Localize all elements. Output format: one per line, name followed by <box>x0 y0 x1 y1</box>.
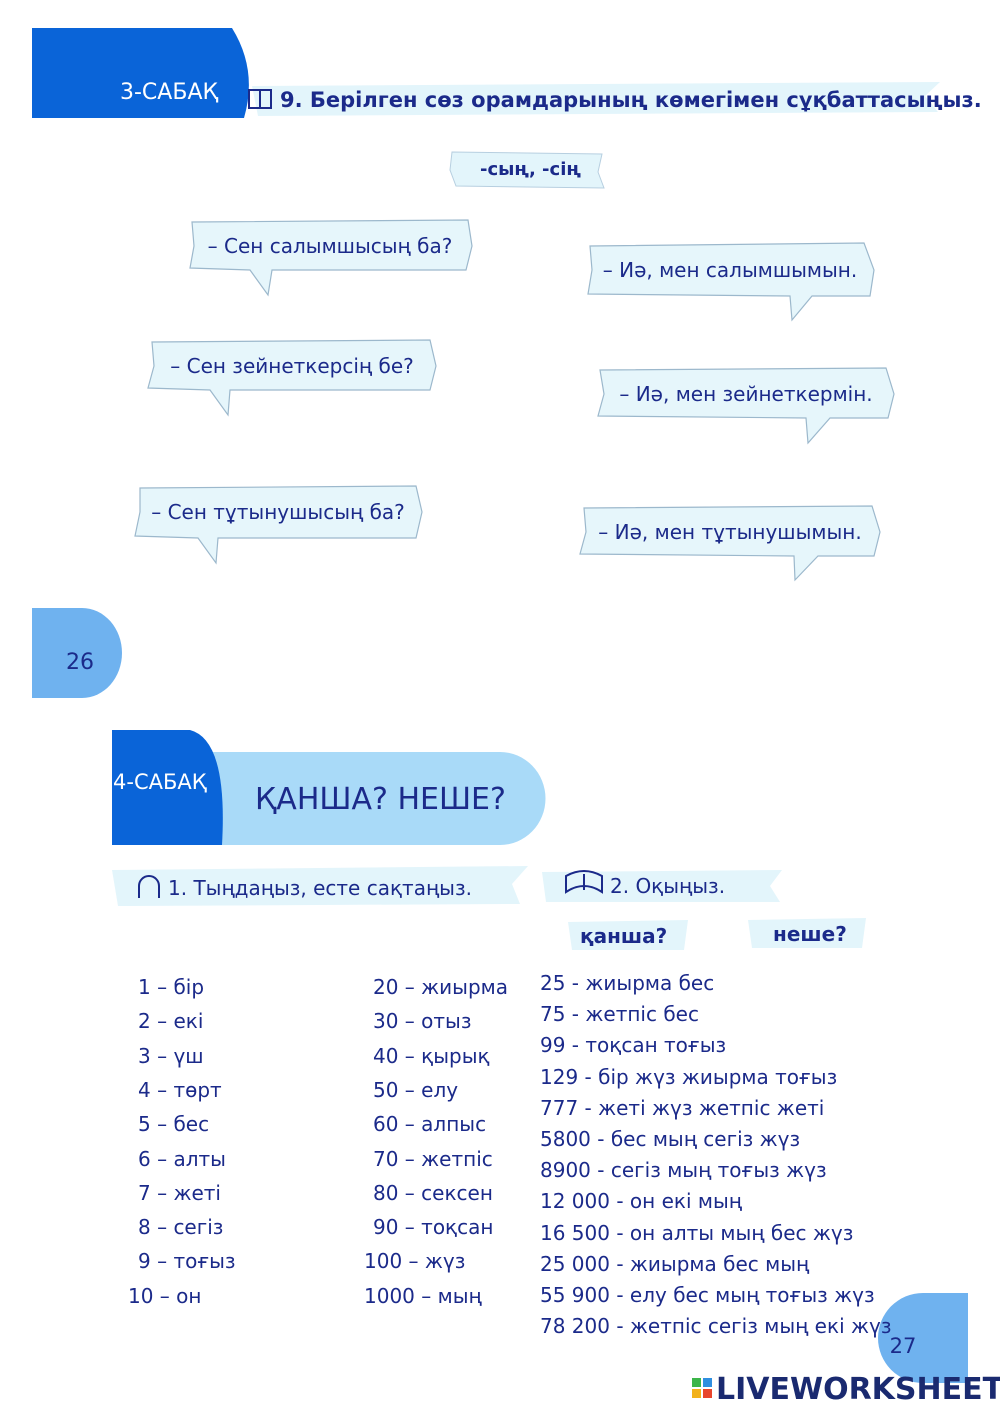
bubble-question: – Сен салымшысың ба? <box>207 234 453 258</box>
question-word: қанша? <box>580 924 668 948</box>
number-row: 12 000 - он екі мың <box>540 1189 742 1214</box>
task-heading: 9. Берілген сөз орамдарының көмегімен сұ… <box>280 88 982 112</box>
page-number: 26 <box>66 650 94 675</box>
lesson-badge: 4-САБАҚ <box>113 770 207 794</box>
task-bar <box>252 82 940 116</box>
lesson-badge: 3-САБАҚ <box>120 80 219 105</box>
number-row: 75 - жетпіс бес <box>540 1002 699 1027</box>
page-number-shape <box>32 608 122 698</box>
bubble-answer: – Иә, мен салымшымын. <box>602 258 858 282</box>
suffix: -сың, -сің <box>480 159 581 180</box>
number-row: 60 – алпыс <box>373 1112 487 1137</box>
number-row: 1 – бір <box>138 975 205 999</box>
number-row: 25 000 - жиырма бес мың <box>540 1251 810 1276</box>
speech-bubbles <box>134 219 895 582</box>
number-row: 6 – алты <box>138 1146 226 1171</box>
number-row: 9 – тоғыз <box>138 1249 236 1274</box>
lesson-title: ҚАНША? НЕШЕ? <box>255 782 506 817</box>
number-row: 99 - тоқсан тоғыз <box>540 1033 727 1058</box>
task-heading: 2. Оқыңыз. <box>610 874 726 898</box>
question-word: неше? <box>773 922 847 946</box>
bubble-question: – Сен зейнеткерсің бе? <box>170 354 414 378</box>
number-row: 78 200 - жетпіс сегіз мың екі жүз <box>540 1314 892 1339</box>
number-row: 2 – екі <box>138 1009 204 1034</box>
number-row: 80 – сексен <box>373 1180 493 1205</box>
number-row: 8900 - сегіз мың тоғыз жүз <box>540 1158 827 1183</box>
number-row: 10 – он <box>128 1283 202 1308</box>
number-row: 16 500 - он алты мың бес жүз <box>540 1220 854 1245</box>
number-row: 5 – бес <box>138 1112 210 1137</box>
bubble-answer: – Иә, мен зейнеткермін. <box>619 382 873 406</box>
number-row: 129 - бір жүз жиырма тоғыз <box>540 1064 838 1089</box>
number-row: 55 900 - елу бес мың тоғыз жүз <box>540 1283 875 1307</box>
bubble-answer: – Иә, мен тұтынушымын. <box>598 520 862 544</box>
number-row: 70 – жетпіс <box>373 1146 493 1171</box>
number-row: 25 - жиырма бес <box>540 971 715 995</box>
number-row: 8 – сегіз <box>138 1215 224 1240</box>
number-row: 5800 - бес мың сегіз жүз <box>540 1127 801 1151</box>
task-bar <box>112 866 528 906</box>
icons <box>138 89 603 898</box>
page-number: 27 <box>889 1334 917 1358</box>
page-number-shape <box>878 1293 968 1383</box>
number-row: 7 – жеті <box>138 1180 221 1205</box>
number-row: 40 – қырық <box>373 1043 490 1068</box>
word-bar <box>748 918 866 948</box>
number-row: 20 – жиырма <box>373 975 509 999</box>
title-bar <box>155 752 546 845</box>
number-row: 4 – төрт <box>138 1077 222 1102</box>
number-row: 100 – жүз <box>364 1249 466 1274</box>
number-row: 1000 – мың <box>364 1283 482 1308</box>
number-row: 90 – тоқсан <box>373 1215 494 1240</box>
number-row: 50 – елу <box>373 1077 459 1102</box>
brand: LIVEWORKSHEETS <box>716 1372 1000 1407</box>
suffix-bar <box>449 151 605 189</box>
task-heading: 1. Тыңдаңыз, есте сақтаңыз. <box>168 876 472 900</box>
bubble-question: – Сен тұтынушысың ба? <box>151 500 405 524</box>
number-row: 777 - жеті жүз жетпіс жеті <box>540 1095 825 1120</box>
word-bar <box>568 920 688 950</box>
lesson-badge-shape <box>32 28 249 118</box>
number-row: 3 – үш <box>138 1043 204 1068</box>
logo <box>692 1378 712 1398</box>
number-row: 30 – отыз <box>373 1009 472 1034</box>
lesson-badge-shape <box>112 730 223 845</box>
